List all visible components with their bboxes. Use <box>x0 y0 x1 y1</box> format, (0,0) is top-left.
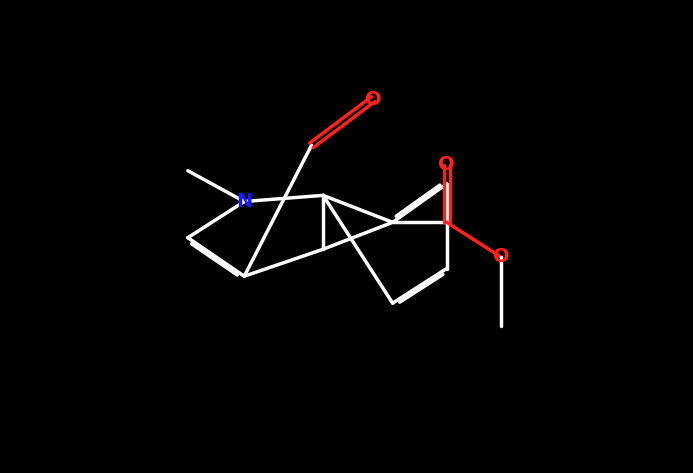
Text: O: O <box>493 247 509 266</box>
Text: O: O <box>365 89 382 109</box>
Text: N: N <box>236 192 252 211</box>
Text: O: O <box>439 155 455 174</box>
